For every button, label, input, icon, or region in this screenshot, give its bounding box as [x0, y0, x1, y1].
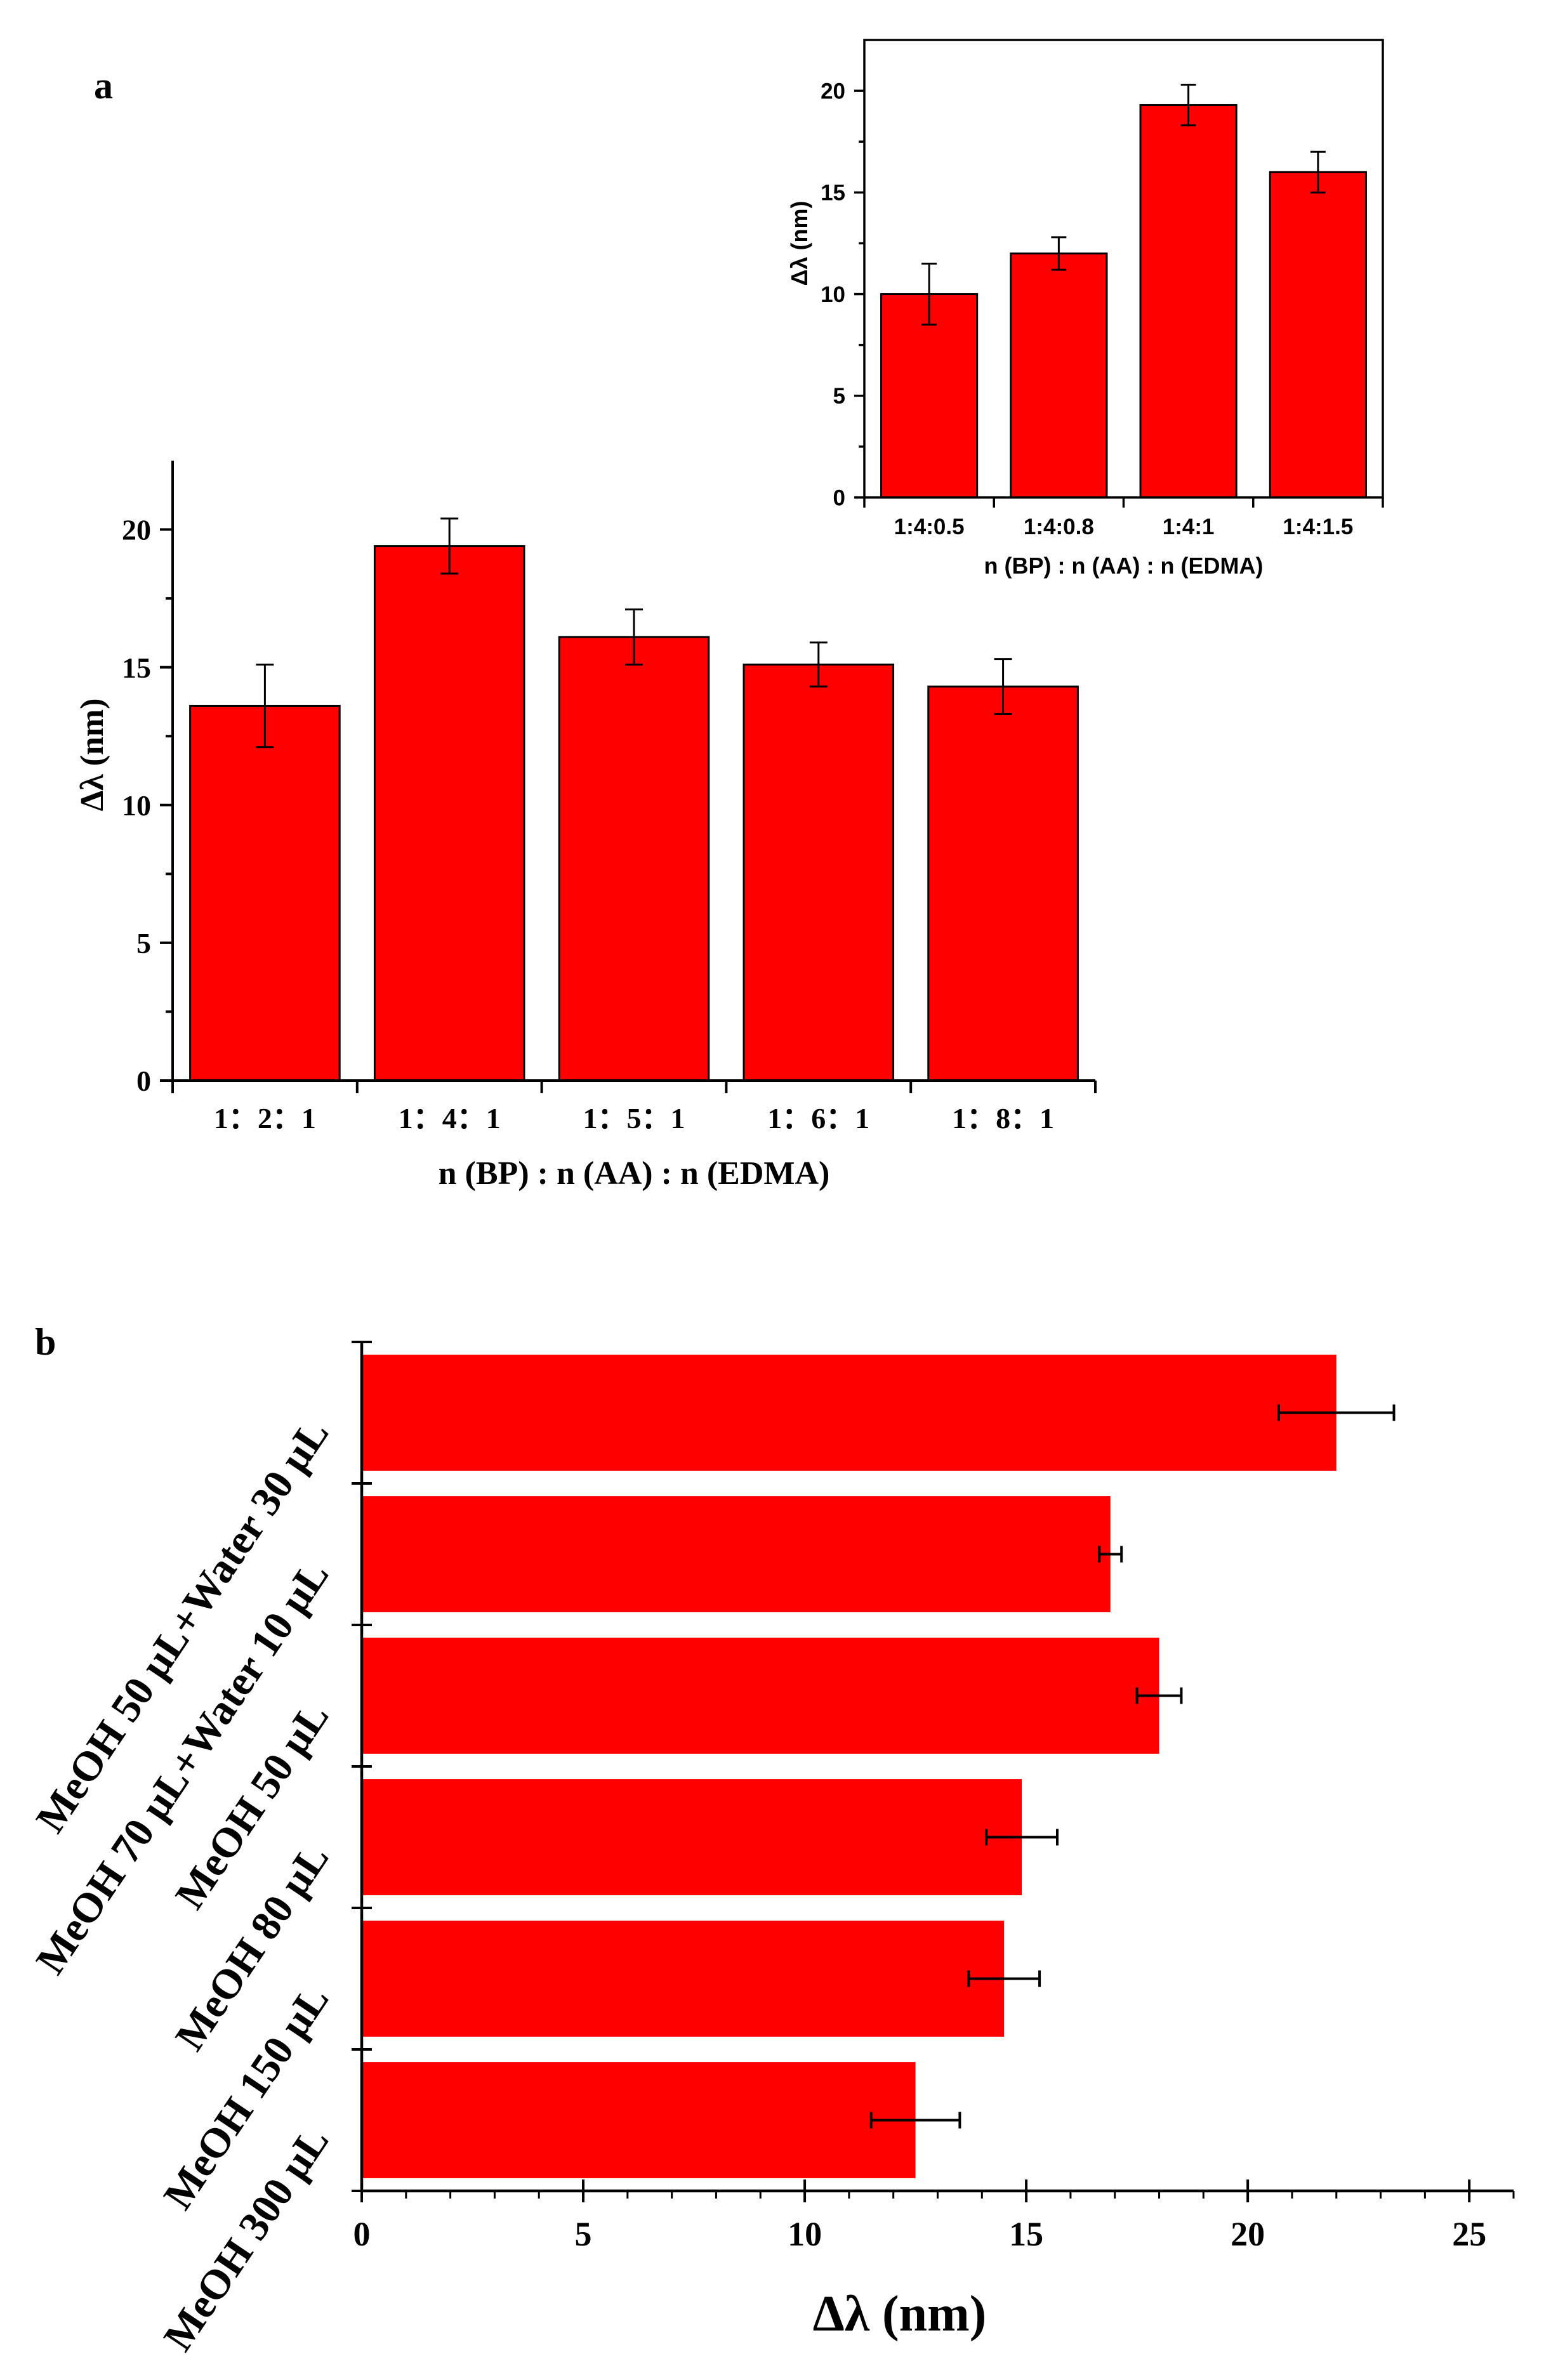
x-tick-label-a-inset-1: 1:4:0.8 — [1024, 515, 1094, 539]
bar-b-2 — [362, 1638, 1159, 1754]
x-tick-label-a-main-1: 1：4：1 — [399, 1102, 501, 1134]
x-tick-label-b-0: 0 — [353, 2215, 371, 2253]
bar-a-main-4 — [927, 685, 1079, 1082]
bar-b-0 — [362, 1355, 1336, 1471]
x-tick-label-a-main-4: 1：8：1 — [952, 1102, 1054, 1134]
x-tick-label-b-5: 25 — [1452, 2215, 1486, 2253]
y-tick-label-a-inset-3: 15 — [821, 181, 845, 206]
x-axis-title-a-inset: n (BP) : n (AA) : n (EDMA) — [984, 553, 1264, 579]
x-tick-label-b-2: 10 — [788, 2215, 822, 2253]
x-tick-label-a-main-0: 1：2：1 — [214, 1102, 316, 1134]
bar-a-inset-0 — [880, 293, 979, 499]
bar-a-main-3 — [742, 663, 895, 1082]
y-tick-label-a-main-2: 10 — [122, 789, 151, 822]
y-tick-label-a-inset-4: 20 — [821, 79, 845, 103]
bar-a-inset-2 — [1139, 104, 1238, 499]
chart-a-inset: 1:4:0.5 1:4:0.8 1:4:1 1:4:1.5 0 5 10 15 20 n (BP)… — [786, 39, 1384, 579]
y-tick-label-a-main-1: 5 — [136, 927, 151, 959]
bar-a-main-0 — [189, 704, 341, 1082]
bar-a-inset-1 — [1010, 252, 1108, 499]
y-tick-label-a-inset-2: 10 — [821, 282, 845, 307]
x-tick-label-a-inset-3: 1:4:1.5 — [1283, 515, 1353, 539]
bar-b-3 — [362, 1779, 1022, 1895]
panel-b-label: b — [35, 1321, 56, 1363]
x-tick-label-b-1: 5 — [575, 2215, 592, 2253]
panel-a-label: a — [94, 65, 113, 107]
x-tick-label-a-main-3: 1：6：1 — [767, 1102, 869, 1134]
x-tick-label-a-inset-2: 1:4:1 — [1163, 515, 1215, 539]
y-tick-label-a-inset-0: 0 — [833, 485, 845, 510]
bar-a-main-1 — [373, 545, 525, 1082]
x-axis-title-b: Δλ (nm) — [813, 2286, 987, 2342]
x-tick-label-b-3: 15 — [1009, 2215, 1043, 2253]
y-tick-label-a-main-0: 0 — [136, 1065, 151, 1097]
bar-b-5 — [362, 2062, 916, 2178]
x-tick-label-b-4: 20 — [1231, 2215, 1265, 2253]
bar-a-main-2 — [558, 636, 710, 1082]
y-tick-label-a-main-3: 15 — [122, 652, 151, 684]
bar-b-1 — [362, 1496, 1111, 1612]
y-tick-label-a-main-4: 20 — [122, 514, 151, 546]
y-axis-title-a-main: Δλ (nm) — [74, 698, 110, 811]
y-axis-title-a-inset: Δλ (nm) — [786, 201, 812, 286]
y-tick-label-a-inset-1: 5 — [833, 384, 845, 409]
bar-b-4 — [362, 1921, 1005, 2037]
bar-a-inset-3 — [1269, 171, 1367, 499]
x-tick-label-a-inset-0: 1:4:0.5 — [894, 515, 965, 539]
x-axis-title-a-main: n (BP) : n (AA) : n (EDMA) — [439, 1155, 830, 1192]
chart-a-main: 1：2：1 1：4：1 1：5：1 1：6：1 1：8：1 0 5 10 15 20 n (BP) … — [74, 461, 1097, 1192]
plot-frame-a-inset — [863, 39, 1384, 499]
x-tick-label-a-main-2: 1：5：1 — [583, 1102, 685, 1134]
